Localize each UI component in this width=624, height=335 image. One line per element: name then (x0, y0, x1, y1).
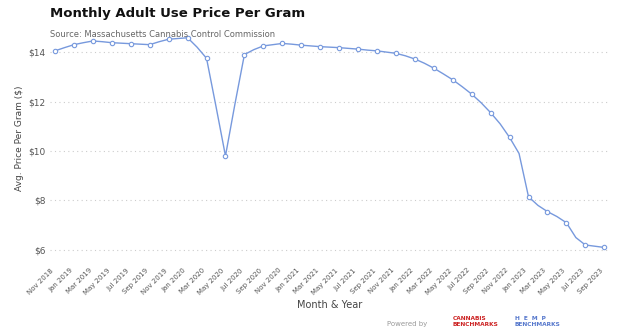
Text: CANNABIS
BENCHMARKS: CANNABIS BENCHMARKS (452, 316, 498, 327)
Point (220, 153, 230, 159)
Point (505, 135, 515, 140)
Point (410, 56, 420, 62)
Point (599, 245, 609, 250)
Point (69, 42, 79, 47)
Point (542, 209, 552, 214)
Point (107, 40, 117, 45)
Point (202, 56, 212, 61)
Point (485, 110, 495, 115)
Y-axis label: Avg. Price Per Gram ($): Avg. Price Per Gram ($) (15, 86, 24, 191)
Point (315, 44, 325, 49)
Point (334, 45, 344, 50)
Text: Monthly Adult Use Price Per Gram: Monthly Adult Use Price Per Gram (51, 7, 305, 20)
Point (524, 194, 534, 199)
Point (145, 42, 155, 47)
Point (296, 43, 306, 48)
Point (429, 65, 439, 71)
Point (163, 37, 173, 42)
Point (277, 41, 287, 46)
Text: H  E  M  P
BENCHMARKS: H E M P BENCHMARKS (515, 316, 560, 327)
Point (353, 47, 363, 52)
Point (448, 77, 458, 82)
Point (126, 41, 136, 46)
Point (391, 51, 401, 56)
Point (183, 35, 193, 41)
Point (50, 48, 60, 54)
Point (240, 52, 250, 57)
Point (467, 91, 477, 97)
X-axis label: Month & Year: Month & Year (297, 300, 363, 310)
Text: Powered by: Powered by (387, 321, 427, 327)
Point (258, 43, 268, 49)
Point (580, 242, 590, 248)
Point (88, 38, 98, 44)
Point (562, 220, 572, 225)
Text: Source: Massachusetts Cannabis Control Commission: Source: Massachusetts Cannabis Control C… (51, 30, 275, 39)
Point (372, 48, 382, 54)
